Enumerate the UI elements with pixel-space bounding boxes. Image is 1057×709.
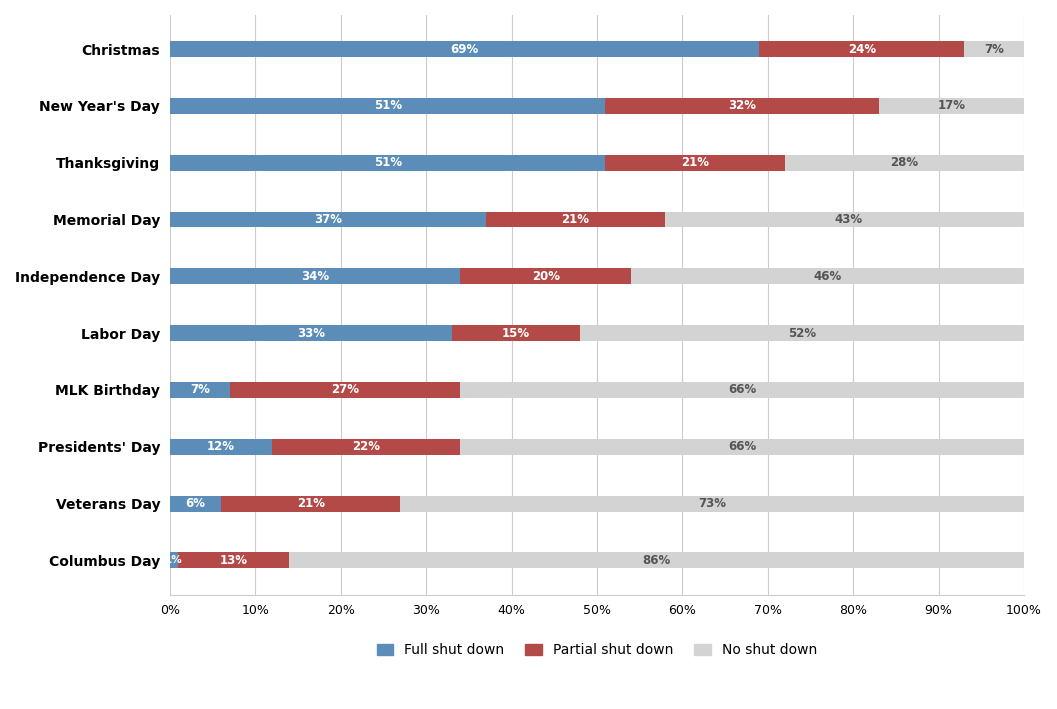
Text: 24%: 24% bbox=[848, 43, 876, 55]
Bar bbox=[273, 439, 460, 454]
Bar bbox=[460, 269, 631, 284]
Bar bbox=[759, 41, 964, 57]
Bar bbox=[170, 98, 606, 114]
Bar bbox=[631, 269, 1024, 284]
Bar bbox=[580, 325, 1024, 341]
Bar bbox=[170, 325, 451, 341]
Text: 7%: 7% bbox=[984, 43, 1004, 55]
Bar bbox=[170, 41, 759, 57]
Bar bbox=[170, 155, 606, 171]
Text: 66%: 66% bbox=[728, 384, 757, 396]
Bar bbox=[665, 211, 1033, 228]
Bar bbox=[170, 552, 179, 569]
Text: 86%: 86% bbox=[643, 554, 671, 567]
Text: 27%: 27% bbox=[331, 384, 359, 396]
Text: 28%: 28% bbox=[890, 156, 919, 169]
Bar bbox=[451, 325, 580, 341]
Bar bbox=[460, 382, 1024, 398]
Bar bbox=[964, 41, 1024, 57]
Text: 20%: 20% bbox=[532, 270, 560, 283]
Bar bbox=[170, 269, 460, 284]
Text: 7%: 7% bbox=[190, 384, 209, 396]
Legend: Full shut down, Partial shut down, No shut down: Full shut down, Partial shut down, No sh… bbox=[371, 638, 823, 663]
Bar bbox=[878, 98, 1024, 114]
Text: 46%: 46% bbox=[814, 270, 841, 283]
Bar bbox=[486, 211, 665, 228]
Text: 21%: 21% bbox=[561, 213, 590, 226]
Bar bbox=[460, 439, 1024, 454]
Bar bbox=[170, 439, 273, 454]
Bar bbox=[785, 155, 1024, 171]
Text: 34%: 34% bbox=[301, 270, 329, 283]
Text: 17%: 17% bbox=[938, 99, 965, 113]
Bar bbox=[170, 382, 229, 398]
Bar bbox=[401, 496, 1024, 512]
Text: 69%: 69% bbox=[450, 43, 479, 55]
Bar bbox=[290, 552, 1024, 569]
Text: 51%: 51% bbox=[373, 156, 402, 169]
Text: 1%: 1% bbox=[165, 555, 183, 566]
Text: 33%: 33% bbox=[297, 327, 324, 340]
Text: 13%: 13% bbox=[220, 554, 248, 567]
Text: 66%: 66% bbox=[728, 440, 757, 453]
Text: 21%: 21% bbox=[297, 497, 324, 510]
Bar bbox=[170, 496, 221, 512]
Text: 21%: 21% bbox=[681, 156, 709, 169]
Bar bbox=[229, 382, 460, 398]
Bar bbox=[606, 155, 785, 171]
Text: 32%: 32% bbox=[728, 99, 756, 113]
Bar bbox=[221, 496, 401, 512]
Bar bbox=[170, 211, 486, 228]
Text: 22%: 22% bbox=[352, 440, 381, 453]
Text: 12%: 12% bbox=[207, 440, 235, 453]
Text: 37%: 37% bbox=[314, 213, 341, 226]
Bar bbox=[179, 552, 290, 569]
Text: 73%: 73% bbox=[699, 497, 726, 510]
Text: 6%: 6% bbox=[185, 497, 205, 510]
Text: 51%: 51% bbox=[373, 99, 402, 113]
Bar bbox=[606, 98, 878, 114]
Text: 15%: 15% bbox=[502, 327, 530, 340]
Text: 52%: 52% bbox=[787, 327, 816, 340]
Text: 43%: 43% bbox=[835, 213, 863, 226]
